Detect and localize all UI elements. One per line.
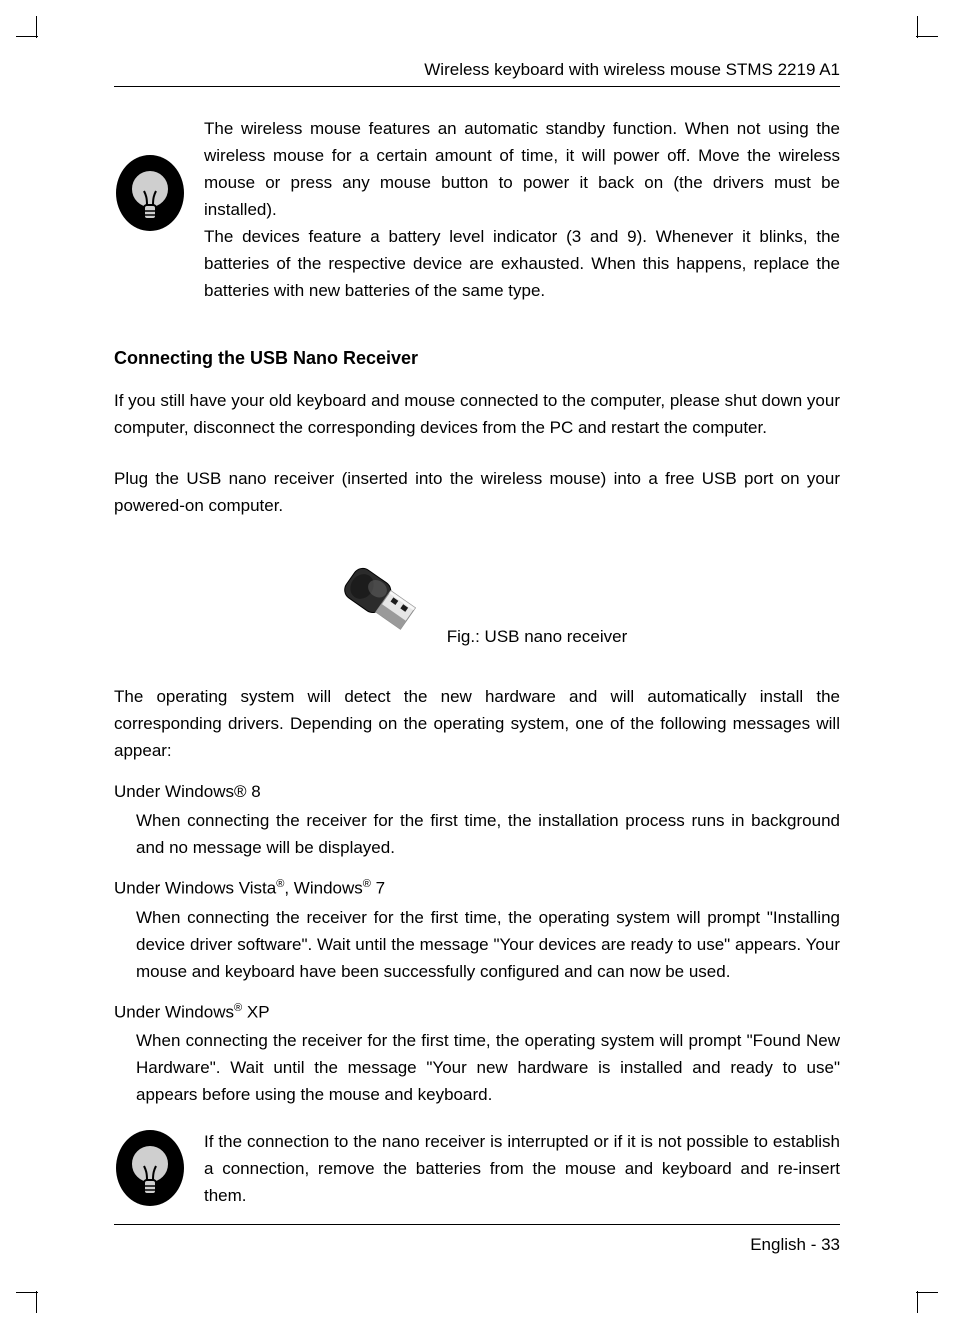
usb-receiver-icon [327,543,437,653]
os-win8-head: Under Windows® 8 [114,778,840,805]
os-xp-head-post: XP [242,1002,269,1021]
lightbulb-icon [114,1128,186,1208]
section-heading: Connecting the USB Nano Receiver [114,348,840,369]
os-vista7-head-pre: Under Windows Vista [114,879,276,898]
tip1-text-a: The wireless mouse features an automatic… [204,115,840,223]
figure-caption: Fig.: USB nano receiver [447,627,627,653]
lightbulb-icon [114,153,186,233]
os-xp-body: When connecting the receiver for the fir… [136,1027,840,1108]
page-number: 33 [821,1235,840,1254]
section-p2: Plug the USB nano receiver (inserted int… [114,465,840,519]
os-vista7-head-post: 7 [371,879,385,898]
header-rule [114,86,840,87]
os-xp-head: Under Windows® XP [114,995,840,1026]
section-p3: The operating system will detect the new… [114,683,840,764]
tip1-text-b: The devices feature a battery level indi… [204,223,840,304]
page: Wireless keyboard with wireless mouse ST… [0,0,954,1329]
footer-sep: - [806,1235,821,1254]
os-vista7-body: When connecting the receiver for the fir… [136,904,840,985]
os-xp-head-pre: Under Windows [114,1002,234,1021]
page-footer: English - 33 [114,1224,840,1255]
tip-block-1: The wireless mouse features an automatic… [114,115,840,304]
tip2-text: If the connection to the nano receiver i… [204,1128,840,1209]
running-header: Wireless keyboard with wireless mouse ST… [114,60,840,80]
section-p1: If you still have your old keyboard and … [114,387,840,441]
usb-receiver-figure: Fig.: USB nano receiver [114,543,840,653]
os-vista7-head: Under Windows Vista®, Windows® 7 [114,871,840,902]
footer-rule [114,1224,840,1225]
os-vista7-head-mid: , Windows [284,879,362,898]
os-win8-body: When connecting the receiver for the fir… [136,807,840,861]
tip-block-2: If the connection to the nano receiver i… [114,1128,840,1209]
footer-language: English [750,1235,806,1254]
